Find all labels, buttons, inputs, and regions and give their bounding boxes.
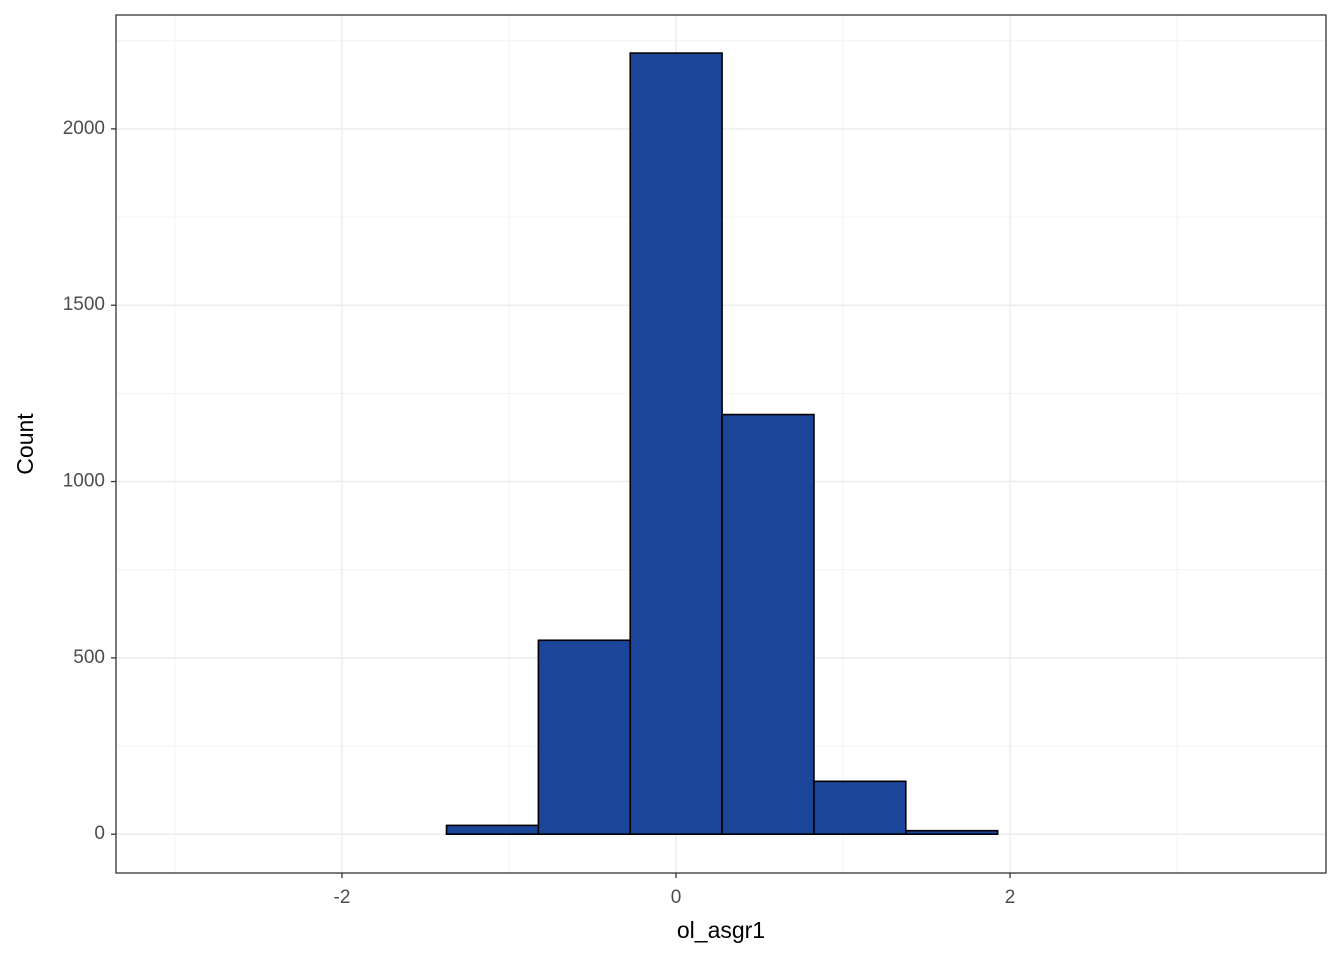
x-tick-label: 0 [671, 887, 682, 908]
y-tick-label: 1500 [63, 294, 105, 315]
y-tick-label: 2000 [63, 118, 105, 139]
y-tick-label: 1000 [63, 471, 105, 492]
y-axis-title: Count [12, 413, 38, 475]
bar [445, 824, 540, 836]
x-tick-label: -2 [334, 887, 351, 908]
x-axis-title: ol_asgr1 [677, 917, 765, 943]
bar [537, 639, 632, 836]
bar [629, 52, 723, 836]
x-tick-label: 2 [1005, 887, 1016, 908]
panel-border [115, 14, 1327, 874]
y-tick-label: 0 [94, 823, 105, 844]
y-tick-label: 500 [73, 647, 105, 668]
bar [813, 780, 907, 836]
bar [721, 413, 815, 836]
bar [904, 829, 999, 836]
